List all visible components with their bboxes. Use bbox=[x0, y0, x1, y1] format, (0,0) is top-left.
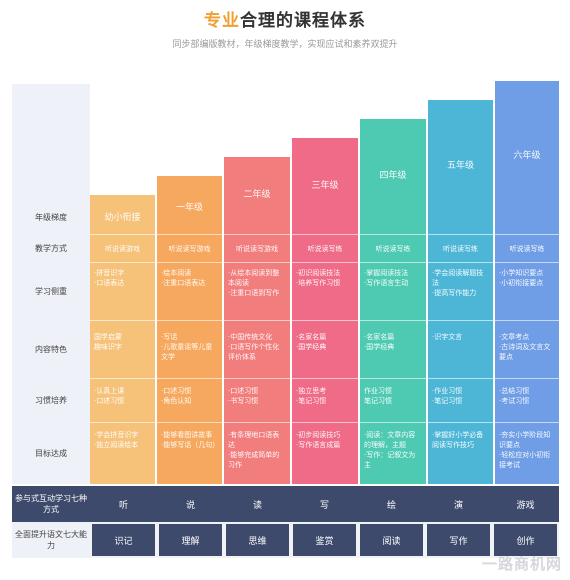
row-divider bbox=[90, 320, 559, 321]
method-cell-5: 听说读写练 bbox=[443, 245, 478, 253]
watermark-text: 一路商机网 bbox=[481, 555, 562, 573]
grade-label-3: 三年级 bbox=[311, 181, 339, 191]
goal-cell-1: ·能够看图讲故事 ·能够写话（几句） bbox=[161, 431, 220, 449]
habit-cell-6: ·总结习惯 ·考试习惯 bbox=[499, 387, 530, 405]
ability-item: 理解 bbox=[159, 524, 222, 556]
row-label-method: 教学方式 bbox=[35, 243, 67, 253]
habit-cell-2: ·口述习惯 ·书写习惯 bbox=[228, 387, 259, 405]
row-header-column bbox=[12, 84, 90, 484]
title-rest: 合理的课程体系 bbox=[240, 11, 366, 31]
content-cell-1: ·写话 ·儿歌童谣等儿童文学 bbox=[161, 333, 213, 361]
focus-cell-3: ·初识阅读技法 ·培养写作习惯 bbox=[296, 269, 341, 287]
row-label-focus: 学习侧重 bbox=[35, 286, 67, 296]
interact-item: 演 bbox=[453, 500, 463, 511]
grade-label-5: 五年级 bbox=[446, 161, 474, 171]
row-label-grade: 年级梯度 bbox=[35, 212, 67, 222]
row-divider bbox=[90, 262, 559, 263]
goal-cell-5: ·掌握好小学必备阅读写作技巧 bbox=[432, 431, 484, 449]
grade-column-1 bbox=[157, 176, 222, 484]
grade-column-0 bbox=[90, 195, 155, 484]
goal-cell-3: ·初步阅读技巧 ·写作语言成篇 bbox=[296, 431, 341, 449]
habit-cell-1: ·口述习惯 ·角色认知 bbox=[161, 387, 192, 405]
row-divider bbox=[90, 234, 559, 235]
focus-cell-0: ·拼音识字 ·口语表达 bbox=[94, 269, 125, 287]
method-cell-3: 听说读写练 bbox=[307, 245, 343, 253]
ability-item: 阅读 bbox=[360, 524, 423, 556]
habit-cell-5: ·作业习惯 ·笔记习惯 bbox=[432, 387, 463, 405]
ability-item: 思维 bbox=[226, 524, 289, 556]
method-cell-1: 听说读写游戏 bbox=[168, 245, 211, 253]
ability-item: 鉴赏 bbox=[293, 524, 356, 556]
row-label-habit: 习惯培养 bbox=[35, 395, 67, 405]
interact-band: 听 说 读 写 绘 演 游戏 bbox=[90, 486, 559, 522]
method-cell-4: 听说读写练 bbox=[375, 245, 411, 253]
grade-column-6 bbox=[495, 81, 559, 484]
grade-column-4 bbox=[360, 119, 426, 484]
ability-band: 识记 理解 思维 鉴赏 阅读 写作 创作 bbox=[90, 522, 559, 558]
interact-item: 绘 bbox=[386, 500, 396, 511]
row-divider bbox=[90, 422, 559, 423]
goal-cell-6: ·夯实小学阶段知识要点 ·轻松应对小初衔接考试 bbox=[499, 431, 551, 469]
goal-cell-4: ·阅读：文章内容的理解，主题 ·写作：记叙文为主 bbox=[364, 431, 416, 469]
method-cell-2: 听说读写游戏 bbox=[236, 245, 278, 253]
ability-item: 识记 bbox=[92, 524, 155, 556]
grade-label-2: 二年级 bbox=[243, 190, 271, 200]
row-label-interact: 参与式互动学习七种方式 bbox=[12, 486, 90, 522]
habit-cell-0: ·认真上课 ·口述习惯 bbox=[94, 387, 125, 405]
content-cell-5: ·识字文言 bbox=[432, 333, 463, 341]
grade-column-3 bbox=[292, 138, 358, 484]
content-cell-0: 国学启蒙 趣味识字 bbox=[94, 333, 122, 351]
interact-item: 说 bbox=[185, 500, 195, 511]
content-cell-6: ·文章考点 ·古诗词及文言文要点 bbox=[499, 333, 551, 361]
grade-label-0: 幼小衔接 bbox=[104, 213, 141, 223]
focus-cell-4: ·掌握阅读技法 ·写作语言生动 bbox=[364, 269, 409, 287]
habit-cell-3: ·独立思考 ·笔记习惯 bbox=[296, 387, 327, 405]
method-cell-6: 听说读写练 bbox=[509, 245, 545, 253]
interact-item: 听 bbox=[118, 500, 128, 511]
grade-label-6: 六年级 bbox=[513, 151, 541, 161]
ability-item: 写作 bbox=[427, 524, 490, 556]
focus-cell-1: ·绘本阅读 ·注重口语表达 bbox=[161, 269, 206, 287]
habit-cell-4: 作业习惯 笔记习惯 bbox=[364, 387, 392, 405]
grade-label-1: 一年级 bbox=[175, 203, 203, 213]
goal-cell-0: ·学会拼音识字 ·独立阅读绘本 bbox=[94, 431, 139, 449]
interact-item: 写 bbox=[319, 500, 329, 511]
content-cell-2: ·中国传统文化 ·口语写作个性化评价体系 bbox=[228, 333, 280, 361]
page-title: 专业合理的课程体系 bbox=[0, 6, 570, 31]
method-cell-0: 听说读游戏 bbox=[105, 245, 140, 253]
interact-item: 游戏 bbox=[516, 500, 535, 511]
grade-label-4: 四年级 bbox=[379, 171, 407, 181]
row-label-ability: 全面提升语文七大能力 bbox=[12, 522, 90, 558]
interact-item: 读 bbox=[252, 500, 262, 511]
row-label-goal: 目标达成 bbox=[35, 448, 67, 458]
grade-column-5 bbox=[428, 100, 493, 484]
goal-cell-2: ·有条理地口语表达 ·能够完成简单的习作 bbox=[228, 431, 280, 469]
page-subtitle: 同步部编版教材，年级梯度教学，实现应试和素养双提升 bbox=[172, 40, 398, 50]
content-cell-4: ·名家名篇 ·国学经典 bbox=[364, 333, 395, 351]
focus-cell-6: ·小学知识要点 ·小初衔接要点 bbox=[499, 269, 544, 287]
row-divider bbox=[90, 378, 559, 379]
row-label-content: 内容特色 bbox=[35, 344, 67, 354]
title-accent: 专业 bbox=[204, 11, 240, 31]
focus-cell-2: ·从绘本阅读到整本阅读 ·注重口语到写作 bbox=[228, 269, 280, 297]
focus-cell-5: ·学会阅读解题技法 ·提高写作能力 bbox=[432, 269, 484, 297]
ability-item: 创作 bbox=[494, 524, 557, 556]
content-cell-3: ·名家名篇 ·国学经典 bbox=[296, 333, 327, 351]
